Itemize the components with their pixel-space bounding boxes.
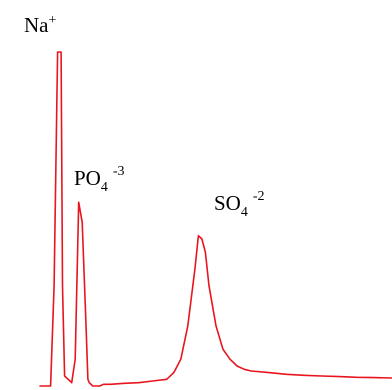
peak-label-sodium: Na+ — [24, 13, 57, 37]
peak-label-sulfate: SO4-2 — [214, 189, 265, 220]
peak-label-phosphate: PO4-3 — [74, 164, 125, 195]
chromatogram-trace — [39, 51, 392, 387]
